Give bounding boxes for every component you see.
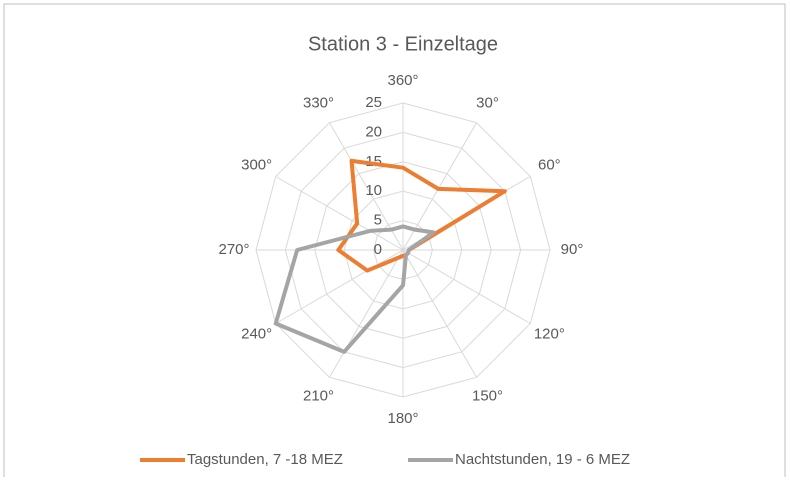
category-label: 210° — [303, 387, 334, 404]
chart-frame — [3, 3, 786, 482]
chart-title: Station 3 - Einzeltage — [308, 33, 498, 55]
spoke — [402, 249, 477, 378]
tick-label: 20 — [365, 123, 382, 140]
series-line — [273, 224, 436, 354]
category-label: 270° — [218, 241, 249, 258]
spoke — [275, 176, 404, 251]
category-label: 150° — [472, 387, 503, 404]
category-label: 30° — [476, 95, 499, 112]
spoke — [275, 249, 404, 324]
category-label: 60° — [538, 156, 561, 173]
category-label: 90° — [561, 241, 584, 258]
category-label: 240° — [241, 325, 272, 342]
spoke — [329, 249, 404, 378]
tick-label: 0 — [374, 241, 382, 258]
tick-label: 25 — [365, 94, 382, 111]
category-label: 120° — [534, 325, 565, 342]
series-line — [336, 158, 507, 273]
tick-label: 5 — [374, 212, 382, 229]
category-label: 330° — [303, 95, 334, 112]
spoke — [402, 249, 531, 324]
category-label: 360° — [387, 72, 418, 89]
legend-label: Tagstunden, 7 -18 MEZ — [187, 451, 343, 468]
tick-label: 10 — [365, 182, 382, 199]
category-label: 300° — [241, 156, 272, 173]
legend-label: Nachtstunden, 19 - 6 MEZ — [455, 451, 630, 468]
category-label: 180° — [387, 410, 418, 427]
